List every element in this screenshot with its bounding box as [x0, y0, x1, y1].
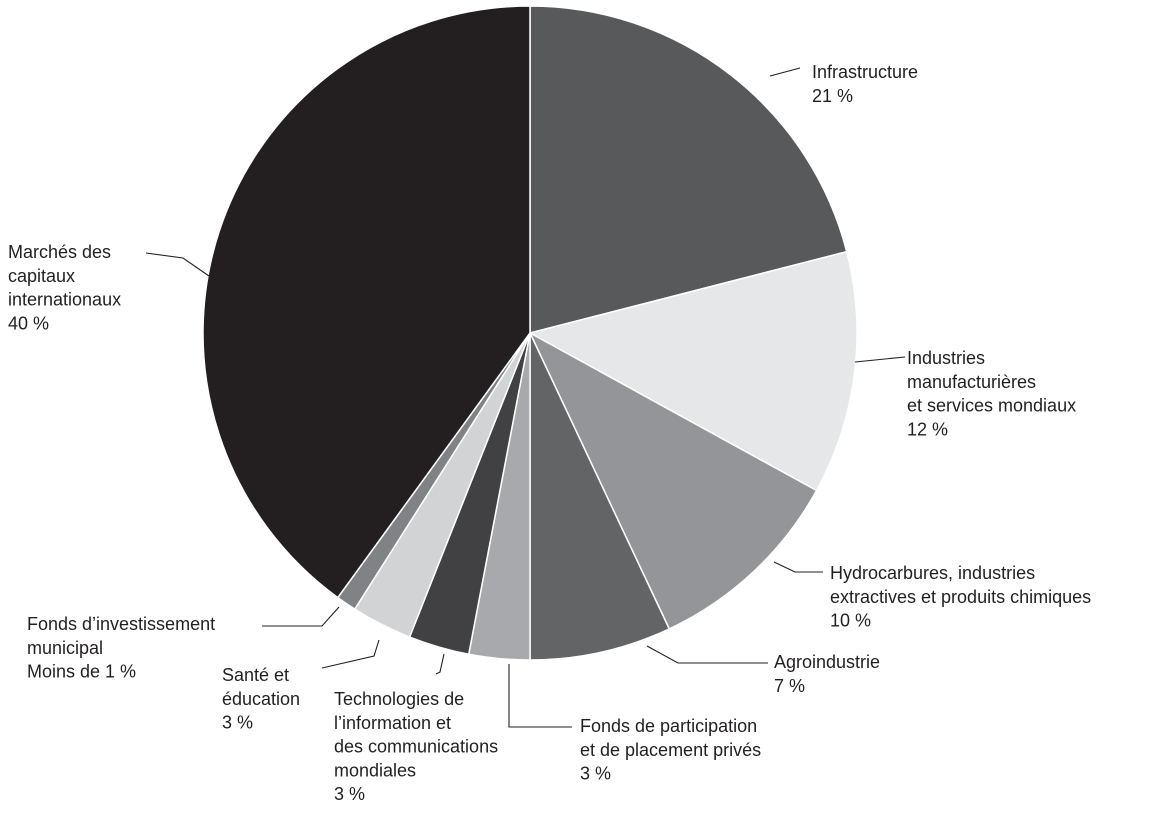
slice-name-label: capitaux	[8, 266, 75, 286]
slice-label: Fonds de participation et de placement pr…	[580, 716, 761, 784]
pie-slices	[202, 5, 858, 661]
slice-name-label: internationaux	[8, 290, 121, 310]
slice-label: Hydrocarbures, industries extractives et …	[830, 563, 1091, 631]
slice-value-label: 12 %	[907, 419, 948, 439]
slice-name-label: Fonds de participation	[580, 716, 757, 736]
leader-line	[321, 639, 380, 669]
slice-label: Fonds d’investissement municipal Moins de …	[27, 614, 215, 682]
leader-line	[854, 356, 906, 363]
pie-slice	[528, 331, 818, 630]
leader-lines	[145, 67, 906, 728]
slice-value-label: 3 %	[334, 784, 365, 804]
pie-slice	[529, 5, 848, 334]
pie-slice	[202, 5, 531, 599]
slice-labels: Infrastructure 21 % Industries manufacturiè…	[8, 62, 1091, 804]
slice-value-label: 21 %	[812, 86, 853, 106]
pie-slice	[529, 332, 671, 661]
pie-slice	[527, 250, 858, 492]
slice-name-label: l’information et	[334, 713, 451, 733]
slice-value-label: 40 %	[8, 313, 49, 333]
slice-value-label: 3 %	[222, 713, 253, 733]
slice-name-label: Santé et	[222, 665, 289, 685]
leader-line	[773, 561, 823, 573]
leader-line	[262, 606, 340, 627]
leader-line	[508, 664, 572, 728]
slice-value-label: 7 %	[774, 676, 805, 696]
slice-name-label: extractives et produits chimiques	[830, 587, 1091, 607]
slice-value-label: Moins de 1 %	[27, 662, 136, 682]
slice-name-label: Hydrocarbures, industries	[830, 563, 1035, 583]
slice-name-label: et de placement privés	[580, 740, 761, 760]
slice-name-label: Infrastructure	[812, 62, 918, 82]
slice-name-label: municipal	[27, 638, 103, 658]
slice-label: Industries manufacturières et services mon…	[907, 348, 1076, 439]
slice-name-label: Marchés des	[8, 242, 111, 262]
slice-name-label: manufacturières	[907, 372, 1036, 392]
slice-name-label: Agroindustrie	[774, 652, 880, 672]
leader-line	[646, 645, 768, 664]
slice-name-label: éducation	[222, 689, 300, 709]
slice-label: Infrastructure 21 %	[812, 62, 918, 106]
leader-line	[769, 67, 801, 77]
slice-name-label: Fonds d’investissement	[27, 614, 215, 634]
slice-label: Marchés des capitaux internationaux 40 %	[8, 242, 121, 333]
slice-name-label: des communications	[334, 737, 498, 757]
leader-line	[145, 252, 210, 277]
slice-label: Technologies de l’information et des commu…	[334, 689, 498, 804]
slice-label: Agroindustrie 7 %	[774, 652, 880, 696]
slice-name-label: Technologies de	[334, 689, 464, 709]
slice-value-label: 3 %	[580, 764, 611, 784]
slice-name-label: Industries	[907, 348, 985, 368]
slice-label: Santé et éducation 3 %	[222, 665, 300, 733]
slice-name-label: mondiales	[334, 760, 416, 780]
slice-name-label: et services mondiaux	[907, 396, 1076, 416]
leader-line	[435, 653, 445, 675]
slice-value-label: 10 %	[830, 611, 871, 631]
